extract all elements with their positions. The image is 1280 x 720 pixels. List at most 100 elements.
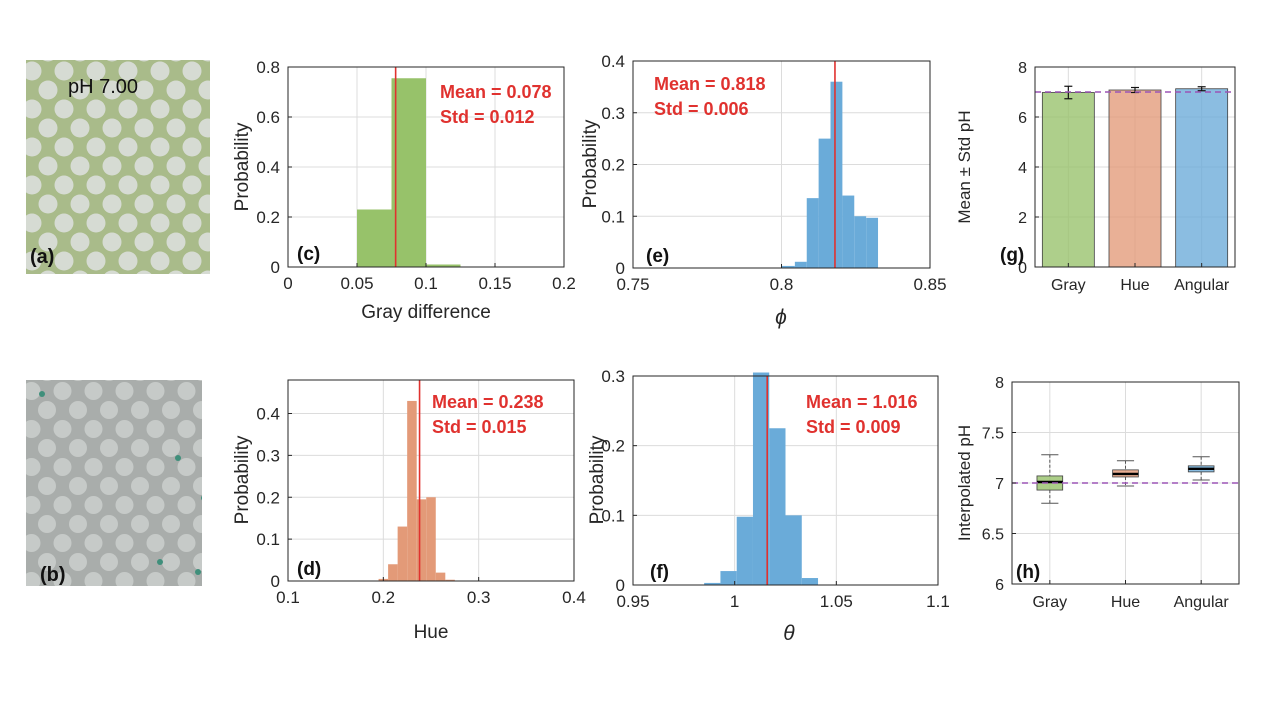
histogram-bar: [357, 209, 392, 267]
photo-dot: [131, 553, 149, 571]
y-tick-label: 4: [1018, 160, 1027, 177]
x-tick-label: 1.05: [820, 592, 853, 611]
histogram-bar: [426, 264, 461, 267]
photo-dot: [100, 477, 118, 495]
photo-dot: [118, 251, 138, 271]
photo-dot: [118, 213, 138, 233]
chart-f: 0.95 1 1.05 1.1 0 0.1 0.2 0.3 θ Probability Mean =…: [587, 367, 950, 645]
photo-dot: [54, 61, 74, 81]
photo-dot: [86, 213, 106, 233]
histogram-bar: [854, 216, 867, 268]
x-tick-label: 1: [730, 592, 739, 611]
photo-dot: [134, 194, 154, 214]
histogram-bar: [704, 582, 721, 585]
histogram-bar: [866, 217, 879, 268]
photo-dot: [86, 175, 106, 195]
panel-label-b: (b): [40, 564, 66, 586]
panel-label: (h): [1016, 562, 1040, 583]
photo-dot: [134, 80, 154, 100]
photo-dot: [193, 477, 202, 495]
photo-sample-b: (b): [26, 380, 202, 586]
photo-dot: [138, 60, 150, 62]
photo-dot: [182, 61, 202, 81]
ph-label: pH 7.00: [68, 76, 139, 98]
histogram-bar: [407, 400, 417, 581]
photo-dot: [70, 118, 90, 138]
photo-dot: [177, 382, 196, 400]
std-annotation: Std = 0.006: [654, 99, 749, 119]
photo-dot: [70, 156, 90, 176]
panel-label-a: (a): [30, 246, 55, 268]
photo-dot: [198, 194, 210, 214]
x-tick-label: 0.2: [552, 274, 576, 293]
photo-dot: [69, 477, 87, 495]
photo-sample-b-image: [26, 380, 202, 586]
histogram-bar: [736, 516, 753, 585]
photo-dot: [197, 380, 202, 381]
photo-dot: [69, 401, 87, 419]
std-annotation: Std = 0.015: [432, 417, 527, 437]
photo-dot: [166, 380, 176, 381]
y-axis-label: Mean ± Std pH: [955, 110, 974, 223]
chart-e: 0.75 0.8 0.85 0 0.1 0.2 0.3 0.4 ϕ Probability Mean…: [580, 52, 947, 329]
photo-dot: [115, 496, 134, 514]
y-tick-label: 0.6: [256, 108, 280, 127]
photo-dot: [53, 534, 72, 552]
y-tick-label: 0.3: [601, 104, 625, 123]
x-axis-label: Hue: [414, 622, 449, 643]
photo-dot: [146, 572, 165, 586]
photo-dot: [146, 534, 165, 552]
y-axis-label: Probability: [232, 122, 253, 211]
photo-dot: [177, 458, 196, 476]
photo-dot: [53, 458, 72, 476]
x-tick-label: 0.95: [616, 592, 649, 611]
photo-dot: [86, 99, 106, 119]
histogram-bar: [388, 564, 398, 581]
chart-c: 0 0.05 0.1 0.15 0.2 0 0.2 0.4 0.6 0.8 Gray differe…: [232, 58, 576, 323]
photo-dot: [70, 194, 90, 214]
histogram-bar: [391, 78, 426, 267]
histogram-bar: [794, 261, 807, 268]
photo-dot: [38, 401, 56, 419]
chart-h: 6 6.5 7 7.5 8 Gray Hue Angular Interpolated pH (h…: [955, 375, 1240, 611]
x-tick-label: 0: [283, 274, 292, 293]
y-tick-label: 0.2: [601, 156, 625, 175]
photo-dot: [54, 137, 74, 157]
y-tick-label: 0: [616, 576, 625, 595]
x-tick-label: 0.8: [770, 275, 794, 294]
photo-dot: [166, 232, 186, 252]
photo-dot: [102, 232, 122, 252]
photo-dot: [26, 175, 42, 195]
photo-dot: [177, 534, 196, 552]
photo-dot: [84, 496, 103, 514]
photo-dot: [86, 61, 106, 81]
y-tick-label: 6: [1018, 110, 1027, 127]
photo-dot: [54, 251, 74, 271]
photo-dot: [118, 175, 138, 195]
photo-dot: [202, 60, 210, 62]
photo-dot: [134, 232, 154, 252]
photo-dot: [38, 118, 58, 138]
std-annotation: Std = 0.012: [440, 107, 535, 127]
panel-label: (e): [646, 246, 669, 267]
photo-dot: [115, 420, 134, 438]
photo-dot: [166, 80, 186, 100]
y-tick-label: 0.2: [256, 488, 280, 507]
x-tick-label: 0.05: [340, 274, 373, 293]
photo-dot: [193, 439, 202, 457]
photo-dot: [177, 420, 196, 438]
photo-speck: [175, 455, 181, 461]
photo-dot: [104, 380, 114, 381]
histogram-bar: [818, 138, 831, 268]
photo-dot: [84, 458, 103, 476]
histogram-bar: [416, 499, 427, 581]
photo-dot: [166, 194, 186, 214]
histogram-bar: [426, 497, 436, 581]
x-axis-label: Gray difference: [361, 302, 491, 323]
photo-dot: [26, 382, 41, 400]
y-tick-label: 0.1: [256, 530, 280, 549]
photo-dot: [38, 553, 56, 571]
histogram-bar: [435, 572, 446, 581]
photo-dot: [131, 477, 149, 495]
